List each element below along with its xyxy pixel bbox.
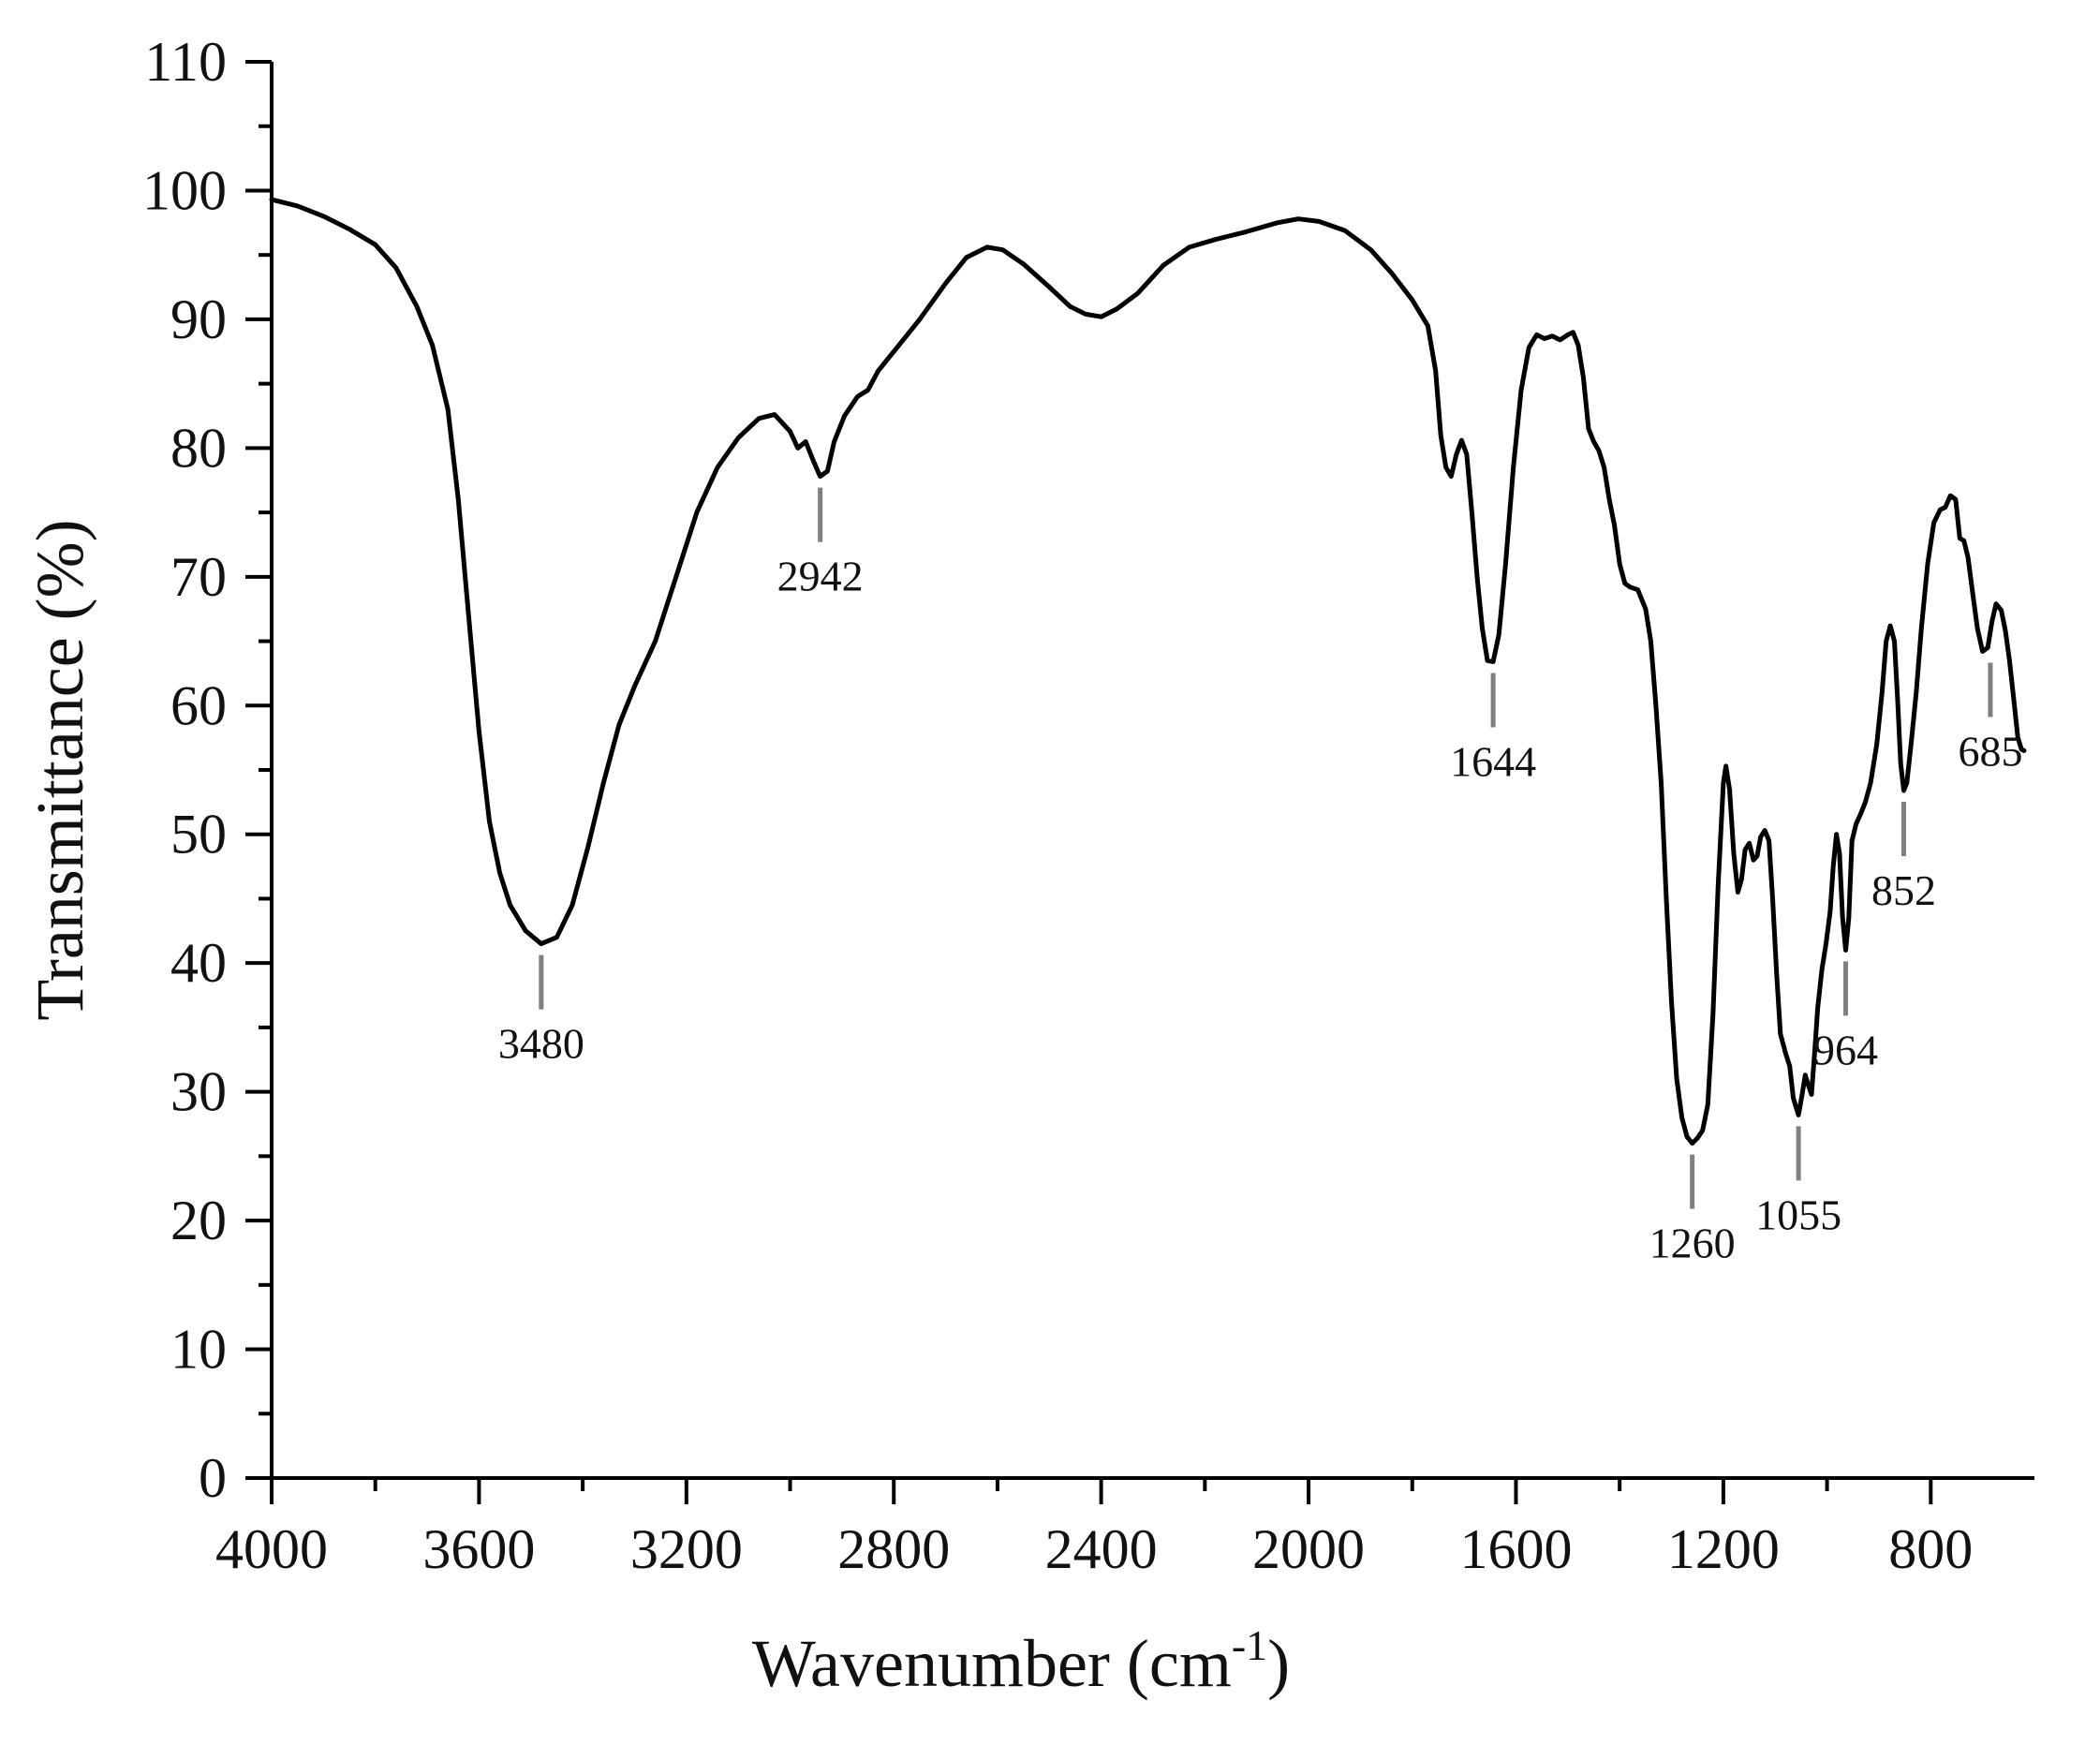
x-tick-label-3600: 3600 <box>422 1518 535 1580</box>
x-tick-label-4000: 4000 <box>215 1518 328 1580</box>
x-axis-title-superscript: -1 <box>1232 1621 1267 1669</box>
y-tick-label-50: 50 <box>170 804 227 865</box>
y-tick-label-80: 80 <box>170 417 227 479</box>
peak-label-1260: 1260 <box>1649 1220 1736 1267</box>
x-axis-title: Wavenumber (cm-1) <box>752 1621 1290 1701</box>
spectrum-line-0 <box>269 197 2027 1146</box>
peak-label-852: 852 <box>1871 866 1936 914</box>
ticks-layer: 0 10 20 30 40 50 60 70 80 90 100 110 4000 3600 3200 280… <box>142 31 1973 1580</box>
y-tick-label-0: 0 <box>199 1447 227 1509</box>
x-tick-label-2000: 2000 <box>1252 1518 1365 1580</box>
x-axis-title-main: Wavenumber (cm <box>752 1626 1232 1701</box>
x-tick-label-2800: 2800 <box>837 1518 950 1580</box>
x-axis-title-suffix: ) <box>1267 1626 1290 1701</box>
y-tick-label-10: 10 <box>170 1319 227 1381</box>
peak-label-1644: 1644 <box>1450 738 1536 786</box>
peak-label-2942: 2942 <box>777 553 864 600</box>
peak-label-964: 964 <box>1813 1026 1878 1073</box>
y-tick-label-20: 20 <box>170 1190 227 1251</box>
y-tick-label-30: 30 <box>170 1061 227 1123</box>
x-tick-label-1200: 1200 <box>1667 1518 1780 1580</box>
x-tick-label-800: 800 <box>1888 1518 1973 1580</box>
annotation-layer: 3480 2942 1644 1260 1055 964 852 685 <box>498 487 2022 1267</box>
x-tick-label-1600: 1600 <box>1459 1518 1572 1580</box>
y-tick-label-110: 110 <box>144 31 227 93</box>
peak-label-3480: 3480 <box>498 1020 584 1068</box>
y-tick-label-100: 100 <box>142 159 227 221</box>
y-axis-title: Transmittance (%) <box>22 519 97 1020</box>
y-tick-label-40: 40 <box>170 932 227 994</box>
x-tick-label-3200: 3200 <box>630 1518 743 1580</box>
y-tick-label-70: 70 <box>170 546 227 608</box>
y-tick-label-60: 60 <box>170 674 227 736</box>
x-tick-label-2400: 2400 <box>1045 1518 1158 1580</box>
y-tick-label-90: 90 <box>170 288 227 350</box>
peak-label-685: 685 <box>1958 728 2022 776</box>
peak-label-1055: 1055 <box>1755 1190 1841 1238</box>
plot-layer <box>269 197 2027 1146</box>
